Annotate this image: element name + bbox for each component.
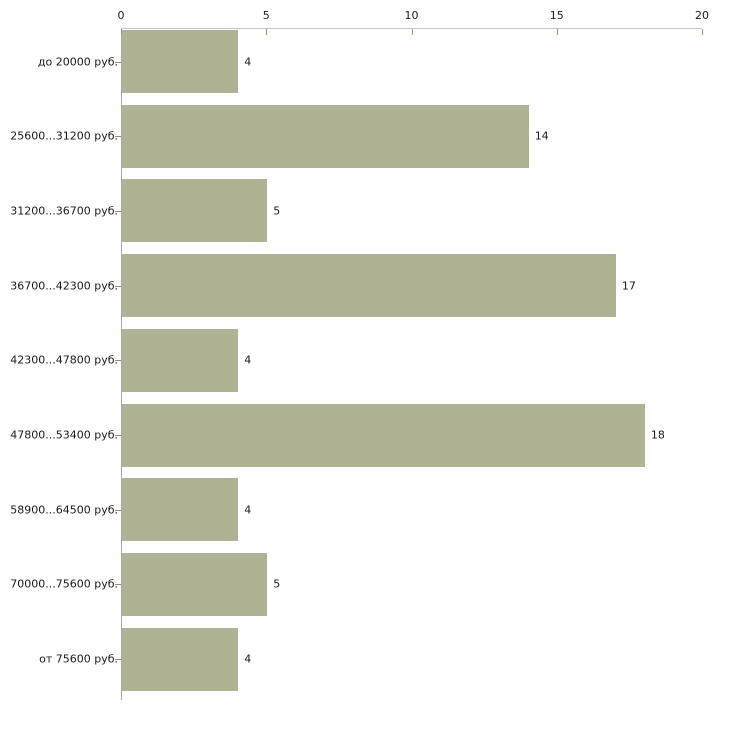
y-axis-tick — [115, 61, 121, 63]
y-axis-tick — [115, 659, 121, 661]
y-axis-tick — [115, 435, 121, 436]
y-axis-tick — [115, 285, 121, 287]
bar — [122, 179, 268, 243]
y-axis-tick — [115, 136, 121, 138]
y-axis-category-label: 70000...75600 руб. — [10, 577, 118, 591]
y-axis-category-label: 42300...47800 руб. — [10, 353, 118, 367]
bar — [122, 403, 645, 467]
bar-value-label: 5 — [273, 204, 281, 218]
y-axis-tick — [115, 210, 121, 212]
x-axis-tick — [702, 29, 703, 35]
y-axis-category-label: 58900...64500 руб. — [10, 503, 118, 517]
x-axis-tick-label: 10 — [404, 9, 419, 22]
bar-value-label: 4 — [244, 55, 252, 68]
x-axis-tick — [121, 29, 122, 35]
bar — [122, 552, 268, 616]
bar — [122, 627, 239, 691]
bar-value-label: 14 — [534, 129, 549, 143]
x-axis-tick-label: 0 — [117, 9, 125, 22]
bar-value-label: 5 — [273, 577, 281, 591]
bar-value-label: 4 — [244, 353, 252, 367]
bar — [122, 104, 529, 168]
x-axis-tick — [411, 29, 413, 35]
x-axis-tick-label: 5 — [262, 9, 270, 22]
x-axis-tick-label: 20 — [695, 9, 709, 22]
y-axis-tick — [115, 360, 121, 362]
y-axis-category-label: от 75600 руб. — [39, 652, 118, 666]
y-axis-category-label: 47800...53400 руб. — [10, 428, 118, 442]
bar — [122, 30, 239, 93]
x-axis-line — [121, 28, 702, 29]
x-axis-tick-label: 15 — [549, 9, 564, 22]
x-axis-tick — [266, 29, 268, 35]
bar-value-label: 18 — [650, 428, 665, 442]
y-axis-category-label: 25600...31200 руб. — [10, 129, 118, 143]
y-axis-category-label: 31200...36700 руб. — [10, 204, 118, 218]
y-axis-tick — [115, 584, 121, 586]
bar — [122, 254, 616, 318]
x-axis-tick — [556, 29, 558, 35]
bar-value-label: 17 — [621, 279, 636, 293]
bar-value-label: 4 — [244, 503, 252, 517]
bar — [122, 478, 239, 542]
y-axis-line — [121, 28, 122, 700]
y-axis-category-label: до 20000 руб. — [37, 55, 118, 68]
bar — [122, 328, 239, 392]
y-axis-tick — [115, 509, 121, 511]
bar-value-label: 4 — [244, 652, 252, 666]
y-axis-category-label: 36700...42300 руб. — [10, 279, 118, 293]
